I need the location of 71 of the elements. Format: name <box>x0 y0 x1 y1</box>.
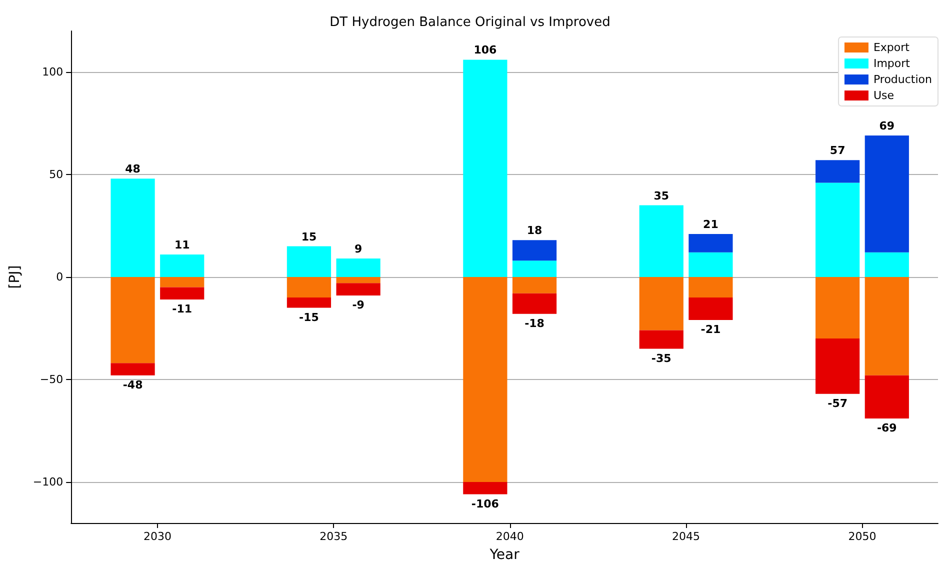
bar <box>816 338 860 394</box>
bar <box>160 287 204 300</box>
x-tick-label: 2045 <box>672 530 700 543</box>
x-tick-label: 2035 <box>320 530 348 543</box>
bar <box>639 330 684 349</box>
bar <box>512 293 557 314</box>
y-axis-title: [PJ] <box>7 265 23 289</box>
bar <box>160 254 204 277</box>
bar <box>286 298 332 308</box>
bar <box>512 277 557 294</box>
bar <box>336 283 380 296</box>
annotation: 18 <box>526 224 542 238</box>
x-tick-label: 2040 <box>496 530 524 543</box>
bar <box>688 277 733 298</box>
bar <box>286 277 332 298</box>
annotation: -18 <box>524 316 544 330</box>
annotation: 48 <box>125 162 140 176</box>
bar <box>864 252 909 277</box>
y-tick-label: −50 <box>40 373 64 386</box>
bar <box>110 363 155 376</box>
bar <box>688 298 733 320</box>
annotation: -106 <box>471 497 500 510</box>
bar <box>110 178 155 277</box>
annotation: -35 <box>651 352 672 365</box>
bar <box>688 252 733 277</box>
annotation: -11 <box>172 302 192 316</box>
legend-label: Import <box>873 57 911 70</box>
bar <box>864 375 909 418</box>
annotation: 15 <box>301 230 317 244</box>
y-tick-label: 50 <box>49 168 64 181</box>
annotation: 21 <box>703 218 718 231</box>
annotation: -69 <box>876 421 897 434</box>
bar <box>864 277 909 376</box>
chart-title: DT Hydrogen Balance Original vs Improved <box>330 15 610 30</box>
annotation: -57 <box>828 396 848 410</box>
bar <box>816 277 860 338</box>
annotation: -9 <box>352 298 364 312</box>
legend-label: Use <box>873 89 894 102</box>
y-tick-label: −100 <box>32 476 64 488</box>
bar <box>336 277 380 284</box>
annotation: 35 <box>654 189 670 202</box>
annotation: 69 <box>879 120 895 133</box>
x-tick-label: 2050 <box>848 530 876 543</box>
legend-label: Export <box>873 41 910 54</box>
y-tick-label: 0 <box>56 270 64 284</box>
bar <box>160 277 204 288</box>
bar <box>816 160 860 183</box>
x-tick-label: 2030 <box>143 530 172 543</box>
annotation: -21 <box>700 323 721 336</box>
bar <box>286 246 332 277</box>
legend-label: Production <box>873 73 932 86</box>
y-tick-label: 100 <box>42 66 64 78</box>
annotation: 9 <box>354 242 362 256</box>
annotation: 11 <box>174 238 190 252</box>
bar <box>336 258 380 277</box>
bar <box>864 136 909 252</box>
bar <box>463 277 508 482</box>
annotation: -48 <box>122 378 143 392</box>
bar <box>463 482 508 494</box>
bar <box>688 234 733 252</box>
bar <box>110 277 155 364</box>
bar <box>463 60 508 277</box>
bar <box>639 205 684 277</box>
bar <box>639 277 684 330</box>
annotation: 106 <box>474 44 497 57</box>
bar <box>816 182 860 277</box>
bar <box>512 240 557 261</box>
bar <box>512 260 557 277</box>
annotation: -15 <box>299 310 319 324</box>
x-axis-title: Year <box>488 547 520 563</box>
annotation: 57 <box>830 144 846 158</box>
